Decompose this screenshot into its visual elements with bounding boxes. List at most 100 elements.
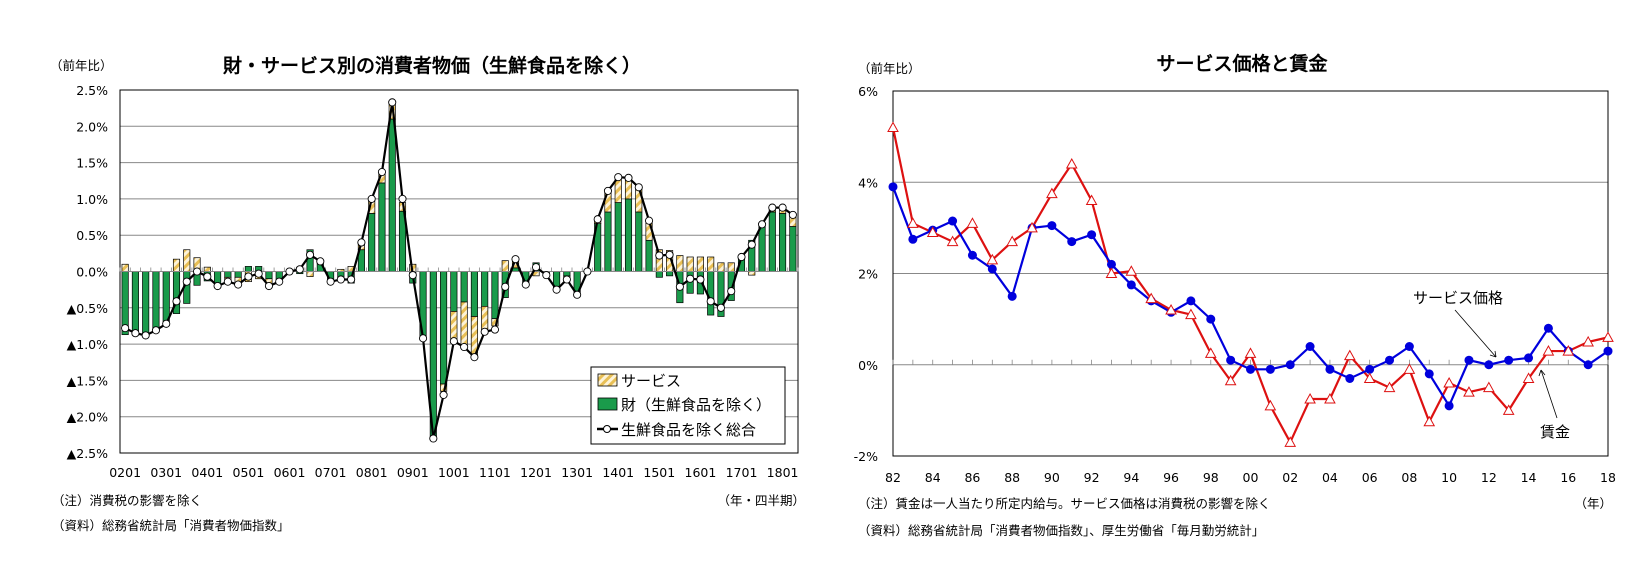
data-point-service-price <box>1305 342 1315 351</box>
x-tick-label: 92 <box>1084 470 1100 485</box>
left-chart: 財・サービス別の消費者物価（生鮮食品を除く） （前年比） 2.5% 2.0% 1.5… <box>50 54 805 533</box>
data-point-wage <box>1006 235 1019 247</box>
legend: サービス 財（生鮮食品を除く） 生鮮食品を除く総合 <box>590 366 786 445</box>
data-point-total <box>182 277 191 286</box>
bar-service <box>696 256 704 272</box>
data-point-total <box>254 269 263 278</box>
data-point-wage <box>1542 345 1555 356</box>
y-tick-label: -2% <box>854 449 878 464</box>
data-point-total <box>316 257 325 266</box>
data-point-total <box>151 326 161 335</box>
bar-service <box>717 262 725 272</box>
y-tick-label: 6% <box>858 84 878 99</box>
data-point-wage <box>1562 345 1575 356</box>
data-point-wage <box>1383 381 1396 393</box>
data-point-service-price <box>1087 230 1097 240</box>
data-point-total <box>213 281 222 291</box>
data-point-service-price <box>1365 364 1375 374</box>
y-tick-label: 0% <box>858 358 878 373</box>
bar-goods <box>614 202 622 272</box>
right-note: （注）賃金は一人当たり所定内給与。サービス価格は消費税の影響を除く <box>858 496 1271 511</box>
x-tick-label: 88 <box>1004 470 1020 485</box>
y-tick-label: 2.5% <box>76 83 108 98</box>
x-tick-label: 0401 <box>191 465 223 480</box>
data-point-wage <box>1185 308 1197 320</box>
data-point-wage <box>1403 363 1416 374</box>
data-point-total <box>511 255 520 264</box>
bar-service <box>306 271 314 277</box>
data-point-total <box>244 272 253 281</box>
x-tick-label: 1301 <box>561 465 593 480</box>
data-point-wage <box>1602 331 1614 342</box>
bar-goods <box>604 211 612 272</box>
data-point-service-price <box>1007 291 1017 301</box>
bar-goods <box>378 182 386 272</box>
data-point-total <box>603 186 613 195</box>
annotation-service-price: サービス価格 <box>1413 289 1503 307</box>
data-point-wage <box>946 235 959 247</box>
bar-service <box>676 255 684 272</box>
data-point-wage <box>1304 392 1316 404</box>
data-point-total <box>439 390 448 399</box>
data-point-service-price <box>1464 355 1474 365</box>
x-tick-label: 1201 <box>520 465 552 480</box>
bar-service <box>203 266 211 272</box>
bar-goods <box>779 213 787 272</box>
data-point-total <box>531 263 541 272</box>
data-point-service-price <box>1067 237 1077 247</box>
bar-service <box>727 262 735 272</box>
data-point-service-price <box>908 234 918 244</box>
left-source: （資料）総務省統計局「消費者物価指数」 <box>52 518 290 533</box>
data-point-total <box>429 434 438 443</box>
data-point-total <box>408 271 417 280</box>
bar-goods <box>768 211 776 272</box>
bar-goods <box>388 118 396 272</box>
right-source: （資料）総務省統計局「消費者物価指数」、厚生労働省「毎月勤労統計」 <box>858 523 1264 538</box>
data-point-total <box>141 331 150 340</box>
data-point-total <box>614 173 623 182</box>
x-tick-label: 12 <box>1481 470 1497 485</box>
bar-service <box>686 256 694 272</box>
data-point-wage <box>1125 265 1138 276</box>
data-point-service-price <box>1325 364 1335 374</box>
data-point-total <box>696 275 705 284</box>
data-point-total <box>234 280 243 289</box>
x-tick-label: 08 <box>1401 470 1417 485</box>
data-point-total <box>490 325 500 334</box>
right-chart: サービス価格と賃金 （前年比） 6% 4% 2% 0% -2% 82 84 86 88 90 92 9… <box>854 52 1616 538</box>
data-point-wage <box>1105 267 1118 278</box>
x-tick-label: 0701 <box>315 465 347 480</box>
data-point-total <box>644 216 654 225</box>
data-point-total <box>655 251 664 260</box>
x-tick-label: 84 <box>925 470 941 485</box>
data-point-total <box>716 303 726 312</box>
bar-goods <box>707 271 715 316</box>
data-point-total <box>470 353 479 362</box>
bar-goods <box>655 271 663 278</box>
y-tick-label: 0.5% <box>76 228 108 243</box>
data-point-wage <box>1423 415 1436 427</box>
y-tick-label: ▲0.5% <box>67 301 108 316</box>
legend-label-total: 生鮮食品を除く総合 <box>621 421 756 439</box>
data-point-total <box>624 173 633 182</box>
bar-goods <box>511 267 520 272</box>
data-point-total <box>675 282 684 291</box>
bar-goods <box>234 271 242 278</box>
data-point-wage <box>1065 157 1078 169</box>
data-point-service-price <box>1504 355 1514 365</box>
x-tick-label: 1401 <box>602 465 634 480</box>
data-point-total <box>418 334 428 343</box>
annotation-wage: 賃金 <box>1540 423 1570 441</box>
data-point-service-price <box>1484 360 1494 370</box>
x-tick-label: 1101 <box>479 465 511 480</box>
bar-goods <box>491 271 499 320</box>
bar-goods <box>265 271 273 280</box>
data-point-wage <box>1284 436 1297 447</box>
data-point-total <box>686 274 695 283</box>
right-x-unit: （年） <box>1574 496 1612 511</box>
data-point-wage <box>1204 347 1217 358</box>
bar-service <box>501 260 509 272</box>
bar-goods <box>481 271 489 307</box>
data-point-total <box>480 327 489 336</box>
x-tick-label: 14 <box>1521 470 1537 485</box>
